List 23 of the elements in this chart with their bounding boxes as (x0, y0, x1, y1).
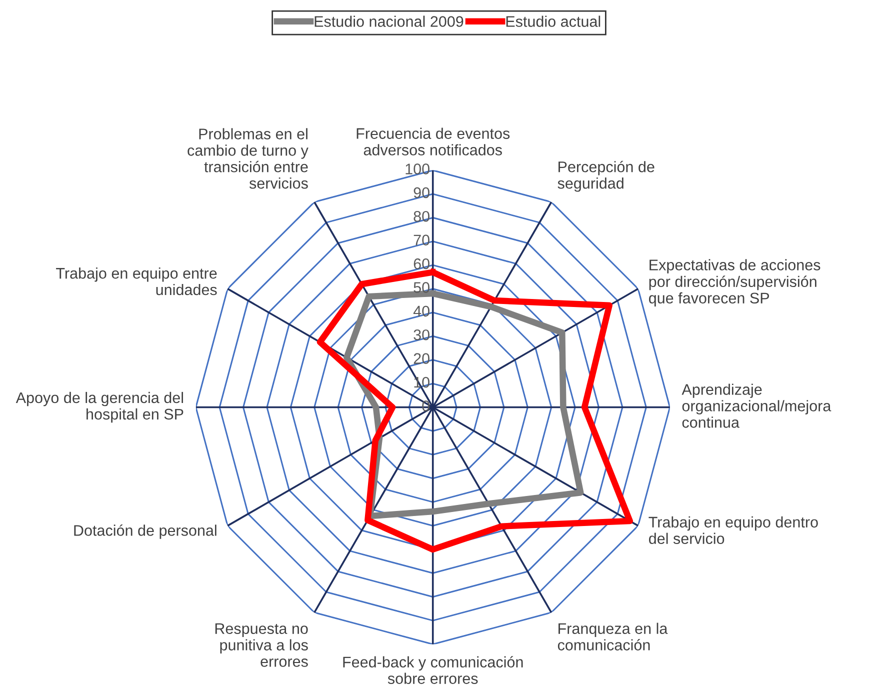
y-tick-label: 30 (414, 329, 430, 340)
y-tick-label: 20 (414, 353, 430, 364)
spoke-label: Dotación de personal (74, 524, 216, 539)
spoke-label: Respuesta no punitiva a los errores (215, 623, 308, 667)
y-tick-label: 40 (413, 306, 430, 317)
spoke-label: Franqueza en la comunicación (558, 622, 668, 650)
spoke-label: Feed-back y comunicación sobre errores (343, 656, 523, 684)
y-tick-label: 60 (414, 258, 430, 270)
legend-label: Estudio nacional 2009 (314, 16, 464, 27)
spoke-label: Trabajo en equipo dentro del servicio (648, 516, 818, 544)
spoke-label: Problemas en el cambio de turno y transición entre servicios (188, 128, 308, 189)
y-tick-label: 50 (414, 282, 430, 293)
spoke-label: Trabajo en equipo entre unidades (56, 268, 217, 296)
y-tick-label: 70 (414, 234, 430, 246)
y-tick-label: 80 (414, 210, 430, 222)
legend-label: Estudio actual (506, 16, 600, 27)
spoke-label: Frecuencia de eventos adversos notificados (356, 128, 510, 156)
y-tick-label: 90 (414, 187, 430, 198)
spoke-label: Percepción de seguridad (558, 160, 654, 192)
spoke-label: Expectativas de acciones por dirección/supervisión que favorecen SP (649, 259, 820, 307)
spoke-label: Apoyo de la gerencia del hospital en SP (16, 392, 184, 423)
spoke-label: Aprendizaje organizacional/mejora continua (682, 384, 832, 428)
y-tick-label: 100 (406, 164, 430, 174)
